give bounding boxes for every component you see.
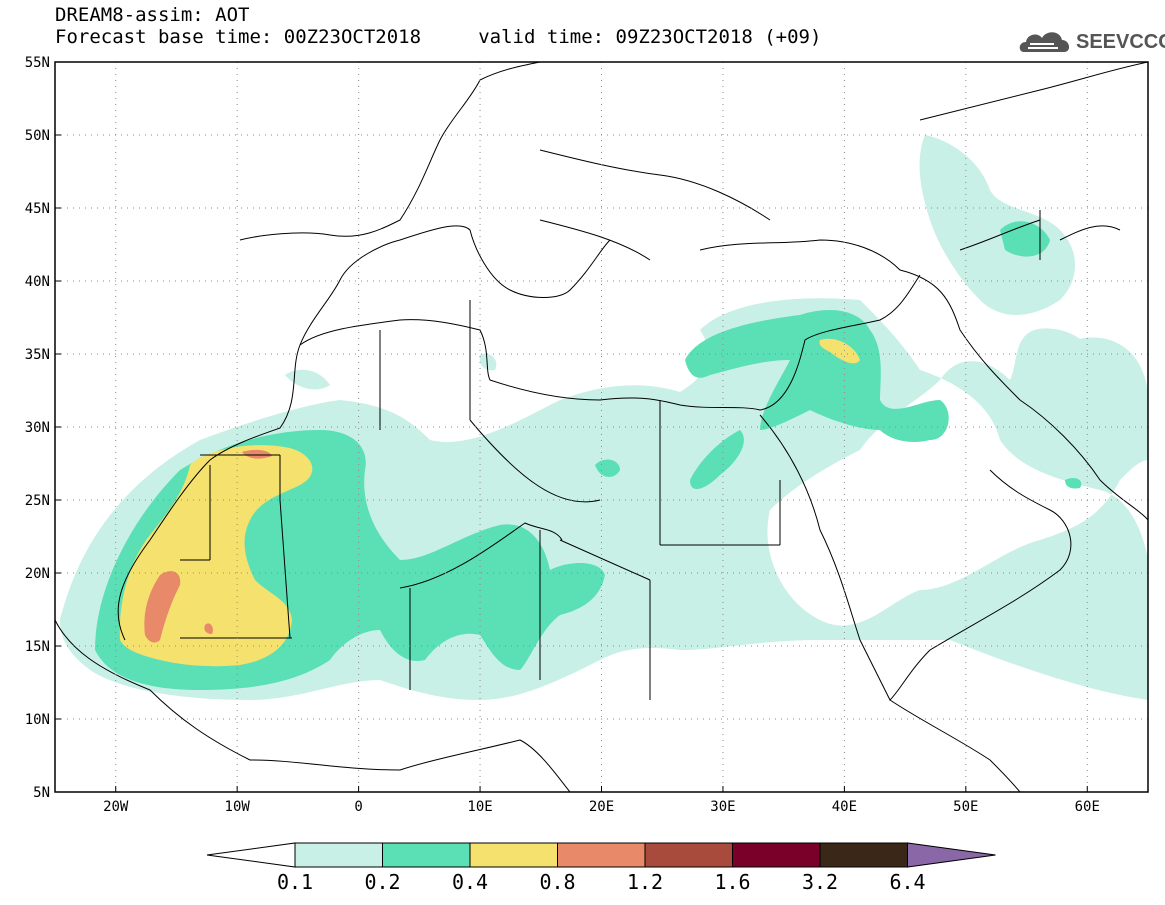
colorbar-level-label: 0.8 [539,870,575,894]
lon-tick-label: 30E [710,799,735,815]
colorbar-level-label: 1.2 [627,870,663,894]
colorbar-segment [732,842,821,868]
aot-level-0.8 [144,449,272,643]
colorbar-segment [294,842,383,868]
colorbar: 0.1 0.2 0.4 0.8 1.2 1.6 3.2 6.4 [206,842,996,894]
lon-tick-label: 60E [1075,799,1100,815]
lat-tick-label: 15N [25,639,50,655]
lat-tick-label: 50N [25,128,50,144]
model-title: DREAM8-assim: AOT [55,4,250,26]
cloud-logo-icon [1019,32,1070,52]
lat-tick-label: 5N [33,785,50,801]
lon-tick-label: 10E [467,799,492,815]
colorbar-segment [557,842,646,868]
aot-shading [60,135,1148,700]
lon-tick-label: 20W [103,799,129,815]
colorbar-segment [819,842,908,868]
colorbar-segment [644,842,733,868]
lat-tick-label: 25N [25,493,50,509]
logo-text: SEEVCCC [1076,31,1165,53]
colorbar-level-label: 0.1 [277,870,313,894]
colorbar-above-arrow [907,842,996,868]
lat-tick-label: 55N [25,55,50,71]
lat-tick-label: 35N [25,347,50,363]
lat-tick-label: 45N [25,201,50,217]
lon-tick-label: 50E [953,799,978,815]
lon-tick-label: 0 [354,799,362,815]
colorbar-level-label: 1.6 [714,870,750,894]
lat-tick-label: 40N [25,274,50,290]
colorbar-level-label: 0.2 [364,870,400,894]
colorbar-below-arrow [206,842,296,868]
colorbar-segment [469,842,558,868]
lon-tick-label: 10W [225,799,251,815]
lat-tick-label: 10N [25,712,50,728]
seevccc-logo: SEEVCCC [1018,24,1165,60]
colorbar-level-label: 3.2 [802,870,838,894]
colorbar-level-label: 0.4 [452,870,488,894]
colorbar-segment [382,842,471,868]
colorbar-level-label: 6.4 [889,870,925,894]
lon-tick-label: 40E [832,799,857,815]
forecast-time-line: Forecast base time: 00Z23OCT2018 valid t… [55,26,822,48]
axis-ticks: 20W 10W 0 10E 20E 30E 40E 50E 60E 55N 50N 45N 40N 35N… [25,55,1100,815]
lon-tick-label: 20E [589,799,614,815]
lat-tick-label: 20N [25,566,50,582]
lat-tick-label: 30N [25,420,50,436]
coastlines-borders [55,62,1148,792]
